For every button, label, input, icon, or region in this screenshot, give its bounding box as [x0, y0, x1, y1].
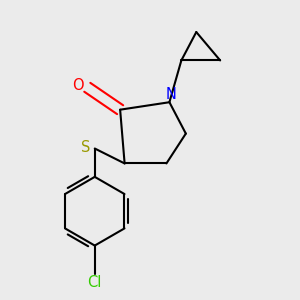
Text: S: S	[81, 140, 91, 154]
Text: N: N	[166, 87, 176, 102]
Text: Cl: Cl	[88, 275, 102, 290]
Text: O: O	[73, 78, 84, 93]
